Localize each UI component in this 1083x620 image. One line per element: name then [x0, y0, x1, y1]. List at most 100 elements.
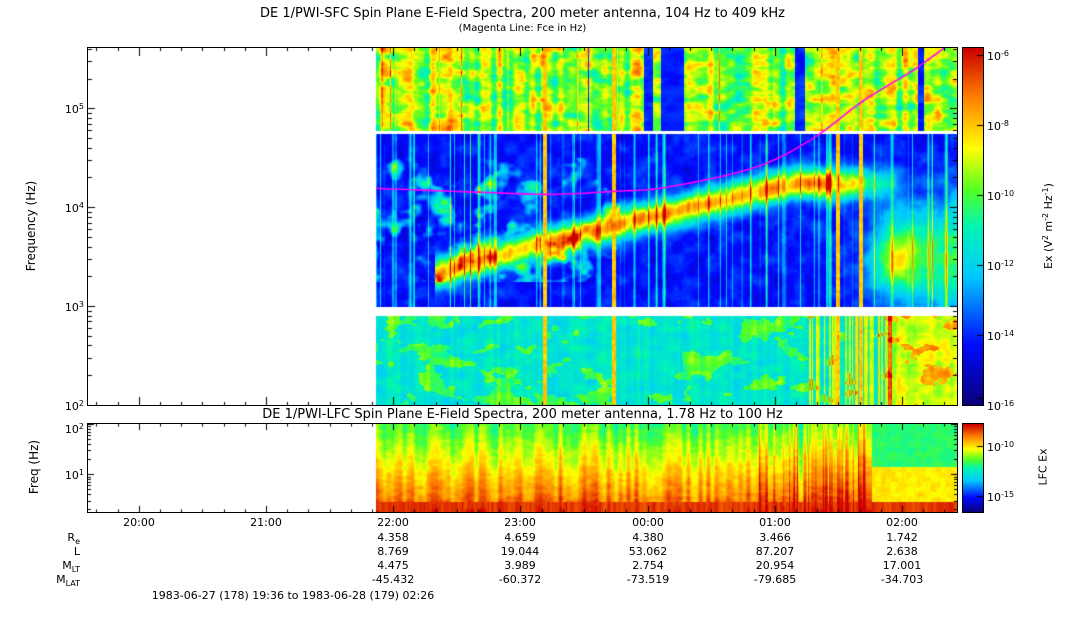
cb-label-sup: -1 — [1041, 187, 1050, 196]
sfc-colorbar-label: Ex (V2 m-2 Hz-1) — [1041, 183, 1055, 269]
sfc-freq-tick-label-1e5: 105 — [44, 100, 84, 116]
tick-exp: 2 — [78, 399, 84, 408]
cb-label-sup: 2 — [1041, 235, 1050, 241]
tick-exp: -16 — [1001, 399, 1015, 408]
cb-label-text: Hz — [1042, 195, 1055, 213]
tick-base: 10 — [987, 400, 1001, 413]
ephemeris-value: 53.062 — [628, 545, 668, 558]
tick-base: 10 — [64, 301, 79, 314]
lfc-y-axis-label: Freq (Hz) — [27, 439, 41, 495]
lfc-cb-tick-1e-15: 10-15 — [987, 488, 1033, 504]
ephemeris-value: 2.754 — [632, 559, 664, 572]
ephemeris-value: 20.954 — [755, 559, 795, 572]
time-range-footer: 1983-06-27 (178) 19:36 to 1983-06-28 (17… — [151, 589, 435, 602]
x-tick-label: 21:00 — [250, 516, 282, 529]
ephemeris-value: 4.475 — [377, 559, 409, 572]
tick-base: 10 — [64, 423, 79, 436]
main-title: DE 1/PWI-SFC Spin Plane E-Field Spectra,… — [260, 6, 785, 21]
cb-label-sup: -2 — [1041, 212, 1050, 221]
ephemeris-row-label-mlt: MLT — [28, 559, 80, 576]
sfc-cb-tick-1e-16: 10-16 — [987, 397, 1033, 413]
eph-label-sub: e — [75, 537, 80, 546]
tick-exp: -10 — [1001, 440, 1015, 449]
x-tick-label: 23:00 — [504, 516, 536, 529]
tick-base: 10 — [987, 491, 1001, 504]
eph-label-base: R — [67, 531, 76, 544]
sfc-cb-tick-1e-6: 10-6 — [987, 47, 1033, 63]
ephemeris-value: 1.742 — [886, 531, 918, 544]
eph-label-base: L — [73, 545, 80, 558]
sfc-cb-tick-1e-10: 10-10 — [987, 187, 1033, 203]
tick-exp: -6 — [1001, 49, 1009, 58]
x-tick-label: 01:00 — [759, 516, 791, 529]
tick-exp: -8 — [1001, 119, 1009, 128]
ephemeris-value: 3.466 — [759, 531, 791, 544]
tick-base: 10 — [987, 190, 1001, 203]
sfc-cb-tick-1e-12: 10-12 — [987, 257, 1033, 273]
lfc-colorbar-label: LFC Ex — [1036, 448, 1050, 486]
tick-exp: -14 — [1001, 329, 1015, 338]
tick-exp: -15 — [1001, 490, 1015, 499]
x-tick-label: 02:00 — [886, 516, 918, 529]
ephemeris-value: 4.380 — [632, 531, 664, 544]
ephemeris-value: -73.519 — [626, 573, 670, 586]
ephemeris-value: 4.659 — [504, 531, 536, 544]
tick-exp: -10 — [1001, 189, 1015, 198]
tick-exp: 2 — [78, 422, 84, 431]
eph-label-sub: LAT — [65, 579, 80, 588]
ephemeris-value: -45.432 — [371, 573, 415, 586]
lfc-colorbar — [962, 423, 984, 513]
cb-label-text: Ex (V — [1042, 240, 1055, 269]
sfc-cb-tick-1e-8: 10-8 — [987, 117, 1033, 133]
ephemeris-value: 4.358 — [377, 531, 409, 544]
ephemeris-row-label-l: L — [28, 545, 80, 562]
ephemeris-value: 2.638 — [886, 545, 918, 558]
x-tick-label: 20:00 — [123, 516, 155, 529]
tick-base: 10 — [987, 330, 1001, 343]
tick-base: 10 — [987, 120, 1001, 133]
eph-label-base: M — [62, 559, 72, 572]
tick-base: 10 — [64, 202, 79, 215]
sfc-spectrogram-canvas — [87, 47, 958, 406]
ephemeris-value: -60.372 — [498, 573, 542, 586]
lfc-spectrogram-canvas — [87, 423, 958, 513]
tick-base: 10 — [64, 400, 79, 413]
lfc-title: DE 1/PWI-LFC Spin Plane E-Field Spectra,… — [262, 407, 783, 422]
tick-base: 10 — [64, 469, 79, 482]
tick-exp: 1 — [78, 468, 84, 477]
tick-base: 10 — [64, 103, 79, 116]
tick-exp: 4 — [78, 201, 84, 210]
ephemeris-value: 17.001 — [882, 559, 922, 572]
sfc-y-axis-label: Frequency (Hz) — [24, 180, 38, 272]
sfc-cb-tick-1e-14: 10-14 — [987, 327, 1033, 343]
sfc-freq-tick-label-1e2: 102 — [44, 397, 84, 413]
ephemeris-value: 3.989 — [504, 559, 536, 572]
ephemeris-row-label-re: Re — [28, 531, 80, 548]
sfc-freq-tick-label-1e4: 104 — [44, 199, 84, 215]
x-tick-label: 00:00 — [632, 516, 664, 529]
ephemeris-row-label-mlat: MLAT — [28, 573, 80, 590]
cb-label-text: m — [1042, 220, 1055, 236]
sfc-freq-tick-label-1e3: 103 — [44, 298, 84, 314]
tick-exp: 3 — [78, 300, 84, 309]
lfc-freq-tick-label-1e2: 102 — [44, 420, 84, 436]
tick-base: 10 — [987, 441, 1001, 454]
x-tick-label: 22:00 — [377, 516, 409, 529]
tick-exp: -12 — [1001, 259, 1015, 268]
ephemeris-value: -34.703 — [880, 573, 924, 586]
ephemeris-value: 87.207 — [755, 545, 795, 558]
tick-exp: 5 — [78, 102, 84, 111]
sfc-colorbar — [962, 47, 984, 406]
tick-base: 10 — [987, 260, 1001, 273]
lfc-freq-tick-label-1e1: 101 — [44, 466, 84, 482]
ephemeris-value: -79.685 — [753, 573, 797, 586]
eph-label-base: M — [56, 573, 66, 586]
cb-label-text: ) — [1042, 183, 1055, 188]
ephemeris-value: 8.769 — [377, 545, 409, 558]
ephemeris-value: 19.044 — [500, 545, 540, 558]
main-subtitle: (Magenta Line: Fce in Hz) — [458, 23, 587, 34]
lfc-cb-tick-1e-10: 10-10 — [987, 438, 1033, 454]
tick-base: 10 — [987, 50, 1001, 63]
eph-label-sub: LT — [71, 565, 80, 574]
